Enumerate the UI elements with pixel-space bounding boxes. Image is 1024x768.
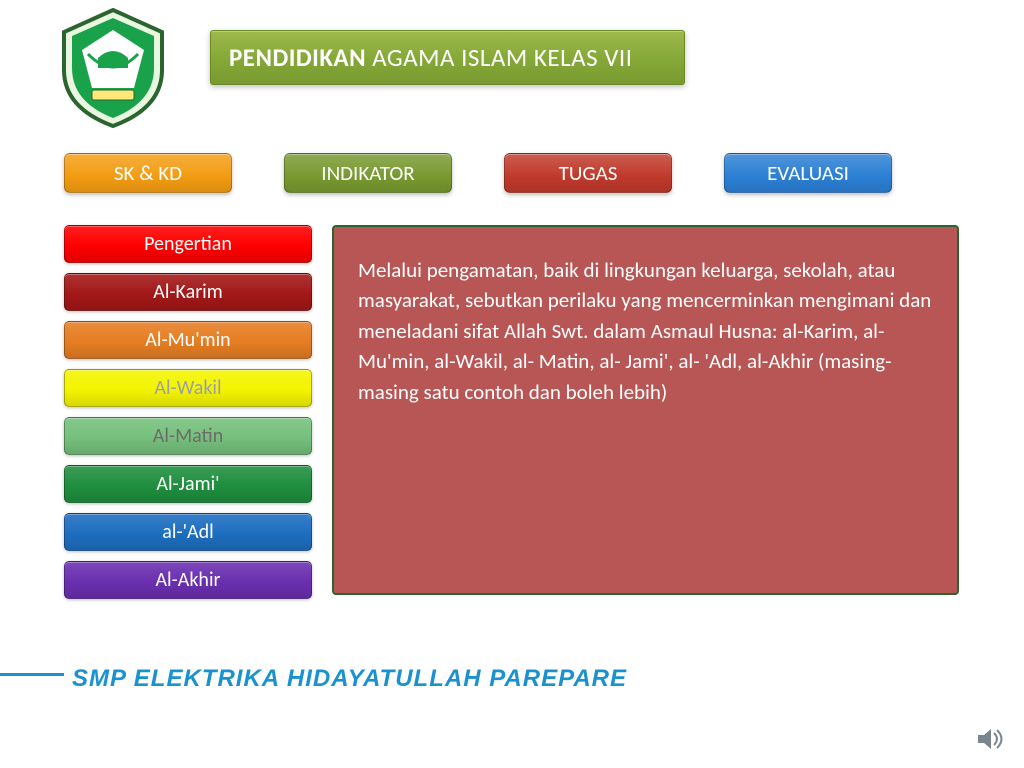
nav-btn-label: SK & KD [114,160,182,186]
footer-text: SMP ELEKTRIKA HIDAYATULLAH PAREPARE [72,665,627,693]
title-bold: PENDIDIKAN [229,42,366,73]
content-text: Melalui pengamatan, baik di lingkungan k… [358,255,933,407]
nav-btn-sk-kd[interactable]: SK & KD [64,153,232,193]
footer-line [0,673,64,676]
side-btn-al-karim[interactable]: Al-Karim [64,273,312,311]
side-btn-label: Pengertian [144,232,232,256]
side-btn-label: Al-Mu'min [145,328,230,352]
side-menu: Pengertian Al-Karim Al-Mu'min Al-Wakil Al-Ma… [64,225,312,599]
side-btn-al-akhir[interactable]: Al-Akhir [64,561,312,599]
page-title: PENDIDIKAN AGAMA ISLAM KELAS VII [210,30,685,85]
side-btn-al-mu-min[interactable]: Al-Mu'min [64,321,312,359]
side-btn-label: Al-Jami' [156,472,219,496]
side-btn-label: al-'Adl [162,520,213,544]
nav-btn-label: TUGAS [559,160,618,186]
nav-btn-evaluasi[interactable]: EVALUASI [724,153,892,193]
side-btn-al-wakil[interactable]: Al-Wakil [64,369,312,407]
title-rest: AGAMA ISLAM KELAS VII [372,42,632,73]
nav-btn-label: EVALUASI [767,160,849,186]
side-btn-label: Al-Akhir [155,568,220,592]
speaker-icon[interactable] [976,724,1006,754]
side-btn-label: Al-Matin [153,424,223,448]
content-panel: Melalui pengamatan, baik di lingkungan k… [332,225,959,595]
top-nav: SK & KD INDIKATOR TUGAS EVALUASI [64,153,892,193]
side-btn-al-adl[interactable]: al-'Adl [64,513,312,551]
side-btn-al-matin[interactable]: Al-Matin [64,417,312,455]
side-btn-label: Al-Karim [153,280,222,304]
nav-btn-label: INDIKATOR [321,160,414,186]
side-btn-label: Al-Wakil [154,376,221,400]
nav-btn-indikator[interactable]: INDIKATOR [284,153,452,193]
nav-btn-tugas[interactable]: TUGAS [504,153,672,193]
side-btn-pengertian[interactable]: Pengertian [64,225,312,263]
school-logo [58,8,168,128]
side-btn-al-jami[interactable]: Al-Jami' [64,465,312,503]
